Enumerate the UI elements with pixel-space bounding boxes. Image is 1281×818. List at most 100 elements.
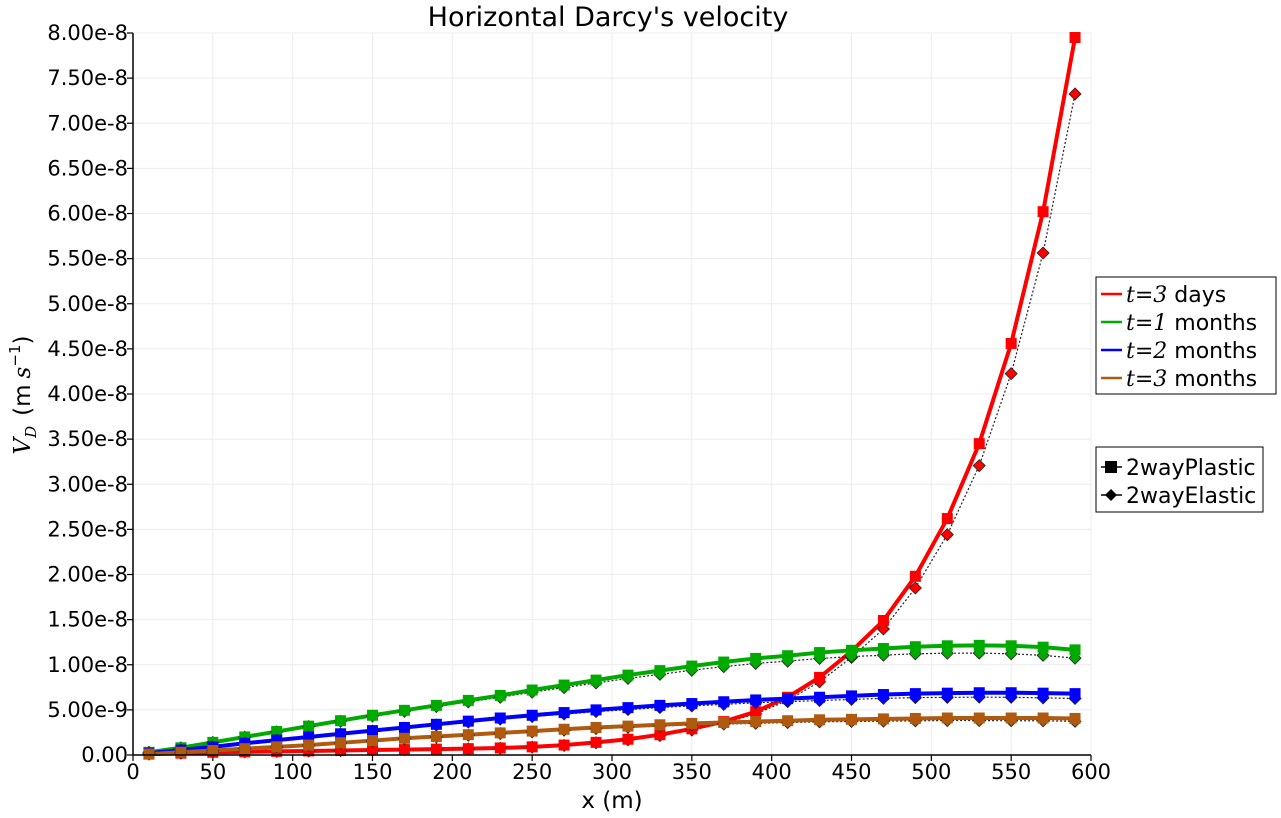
data-point bbox=[622, 733, 634, 745]
data-point bbox=[303, 720, 315, 732]
data-point bbox=[718, 696, 730, 708]
data-point bbox=[590, 736, 602, 748]
y-axis-symbol: V bbox=[10, 435, 36, 454]
data-point bbox=[1069, 644, 1081, 656]
y-tick-label: 3.50e-8 bbox=[47, 427, 128, 451]
data-point bbox=[622, 702, 634, 714]
x-tick-label: 450 bbox=[831, 760, 871, 784]
y-tick-label: 5.50e-8 bbox=[47, 247, 128, 271]
data-point bbox=[1069, 712, 1081, 724]
data-point bbox=[1069, 32, 1081, 44]
data-point bbox=[622, 720, 634, 732]
y-tick-label: 0.00 bbox=[81, 743, 128, 767]
data-point bbox=[430, 718, 442, 730]
data-point bbox=[271, 734, 283, 746]
data-point bbox=[335, 728, 347, 740]
data-point-elastic bbox=[972, 459, 986, 473]
data-point bbox=[558, 679, 570, 691]
marker-legend-diamond bbox=[1105, 489, 1117, 501]
x-tick-label: 600 bbox=[1071, 760, 1111, 784]
data-point bbox=[973, 639, 985, 651]
data-point bbox=[846, 690, 857, 702]
data-point bbox=[526, 725, 538, 737]
data-point bbox=[175, 746, 187, 758]
x-tick-label: 150 bbox=[352, 760, 392, 784]
data-point bbox=[909, 641, 921, 653]
data-point bbox=[494, 712, 506, 724]
x-tick-label: 500 bbox=[911, 760, 951, 784]
data-point bbox=[494, 689, 506, 701]
data-point bbox=[303, 731, 315, 743]
x-tick-label: 550 bbox=[991, 760, 1031, 784]
data-point bbox=[526, 741, 538, 753]
data-point bbox=[1037, 687, 1049, 699]
data-point bbox=[398, 704, 410, 716]
x-tick-label: 400 bbox=[752, 760, 792, 784]
data-point bbox=[973, 687, 985, 699]
data-point bbox=[207, 744, 219, 756]
data-point bbox=[877, 643, 889, 655]
data-point bbox=[750, 716, 762, 728]
data-point bbox=[654, 729, 666, 741]
data-point bbox=[271, 726, 283, 738]
x-tick-label: 300 bbox=[592, 760, 632, 784]
data-point bbox=[846, 713, 857, 725]
data-point-elastic bbox=[1004, 367, 1018, 381]
series-legend: t=3 days t=1 months t=2 months t=3 months bbox=[1095, 276, 1277, 395]
data-point bbox=[814, 671, 826, 683]
legend-entry: t=3 months bbox=[1126, 367, 1257, 392]
data-point bbox=[398, 744, 410, 756]
y-tick-label: 1.50e-8 bbox=[47, 608, 128, 632]
data-point bbox=[1005, 687, 1017, 699]
svg-text:VD(ms−1): VD(ms−1) bbox=[6, 336, 40, 455]
marker-legend-label: 2wayElastic bbox=[1126, 484, 1256, 509]
y-tick-label: 5.00e-9 bbox=[47, 698, 128, 722]
data-point bbox=[462, 694, 474, 706]
data-point bbox=[367, 735, 378, 747]
data-point bbox=[367, 725, 378, 737]
y-axis-subscript: D bbox=[22, 426, 40, 439]
data-point bbox=[590, 674, 602, 686]
y-tick-label: 5.00e-8 bbox=[47, 292, 128, 316]
data-point bbox=[782, 693, 794, 705]
series-markers bbox=[142, 32, 1082, 761]
x-tick-label: 250 bbox=[512, 760, 552, 784]
data-point bbox=[686, 660, 698, 672]
data-point bbox=[750, 694, 762, 706]
y-tick-label: 7.00e-8 bbox=[47, 111, 128, 135]
data-point bbox=[398, 721, 410, 733]
data-point bbox=[367, 709, 378, 721]
data-point bbox=[558, 707, 570, 719]
data-point bbox=[494, 742, 506, 754]
data-point bbox=[335, 744, 347, 756]
data-point bbox=[558, 739, 570, 751]
chart-title: Horizontal Darcy's velocity bbox=[428, 2, 789, 33]
data-point bbox=[1005, 712, 1017, 724]
data-point bbox=[877, 689, 889, 701]
y-axis-unit-prefix: m bbox=[10, 384, 36, 406]
data-point bbox=[1069, 688, 1081, 700]
data-point bbox=[654, 665, 666, 677]
data-point bbox=[1037, 641, 1049, 653]
y-tick-label: 3.00e-8 bbox=[47, 472, 128, 496]
data-point bbox=[718, 656, 730, 668]
y-axis-label: VD(ms−1) bbox=[6, 336, 40, 455]
data-point bbox=[430, 743, 442, 755]
data-point-elastic bbox=[1068, 87, 1082, 101]
data-point bbox=[526, 684, 538, 696]
data-point bbox=[750, 652, 762, 664]
data-point bbox=[462, 743, 474, 755]
data-point bbox=[239, 743, 251, 755]
data-point bbox=[494, 727, 506, 739]
legend-entry: t=3 days bbox=[1126, 283, 1226, 308]
y-tick-label: 2.50e-8 bbox=[47, 517, 128, 541]
marker-legend-label: 2wayPlastic bbox=[1126, 456, 1256, 481]
x-axis-label: x (m) bbox=[581, 788, 642, 814]
y-axis-unit-symbol: s bbox=[10, 366, 36, 378]
data-point bbox=[1005, 640, 1017, 652]
y-tick-label: 6.00e-8 bbox=[47, 202, 128, 226]
data-point bbox=[941, 687, 953, 699]
data-point bbox=[782, 715, 794, 727]
y-axis-unit-exponent: −1 bbox=[6, 345, 24, 367]
